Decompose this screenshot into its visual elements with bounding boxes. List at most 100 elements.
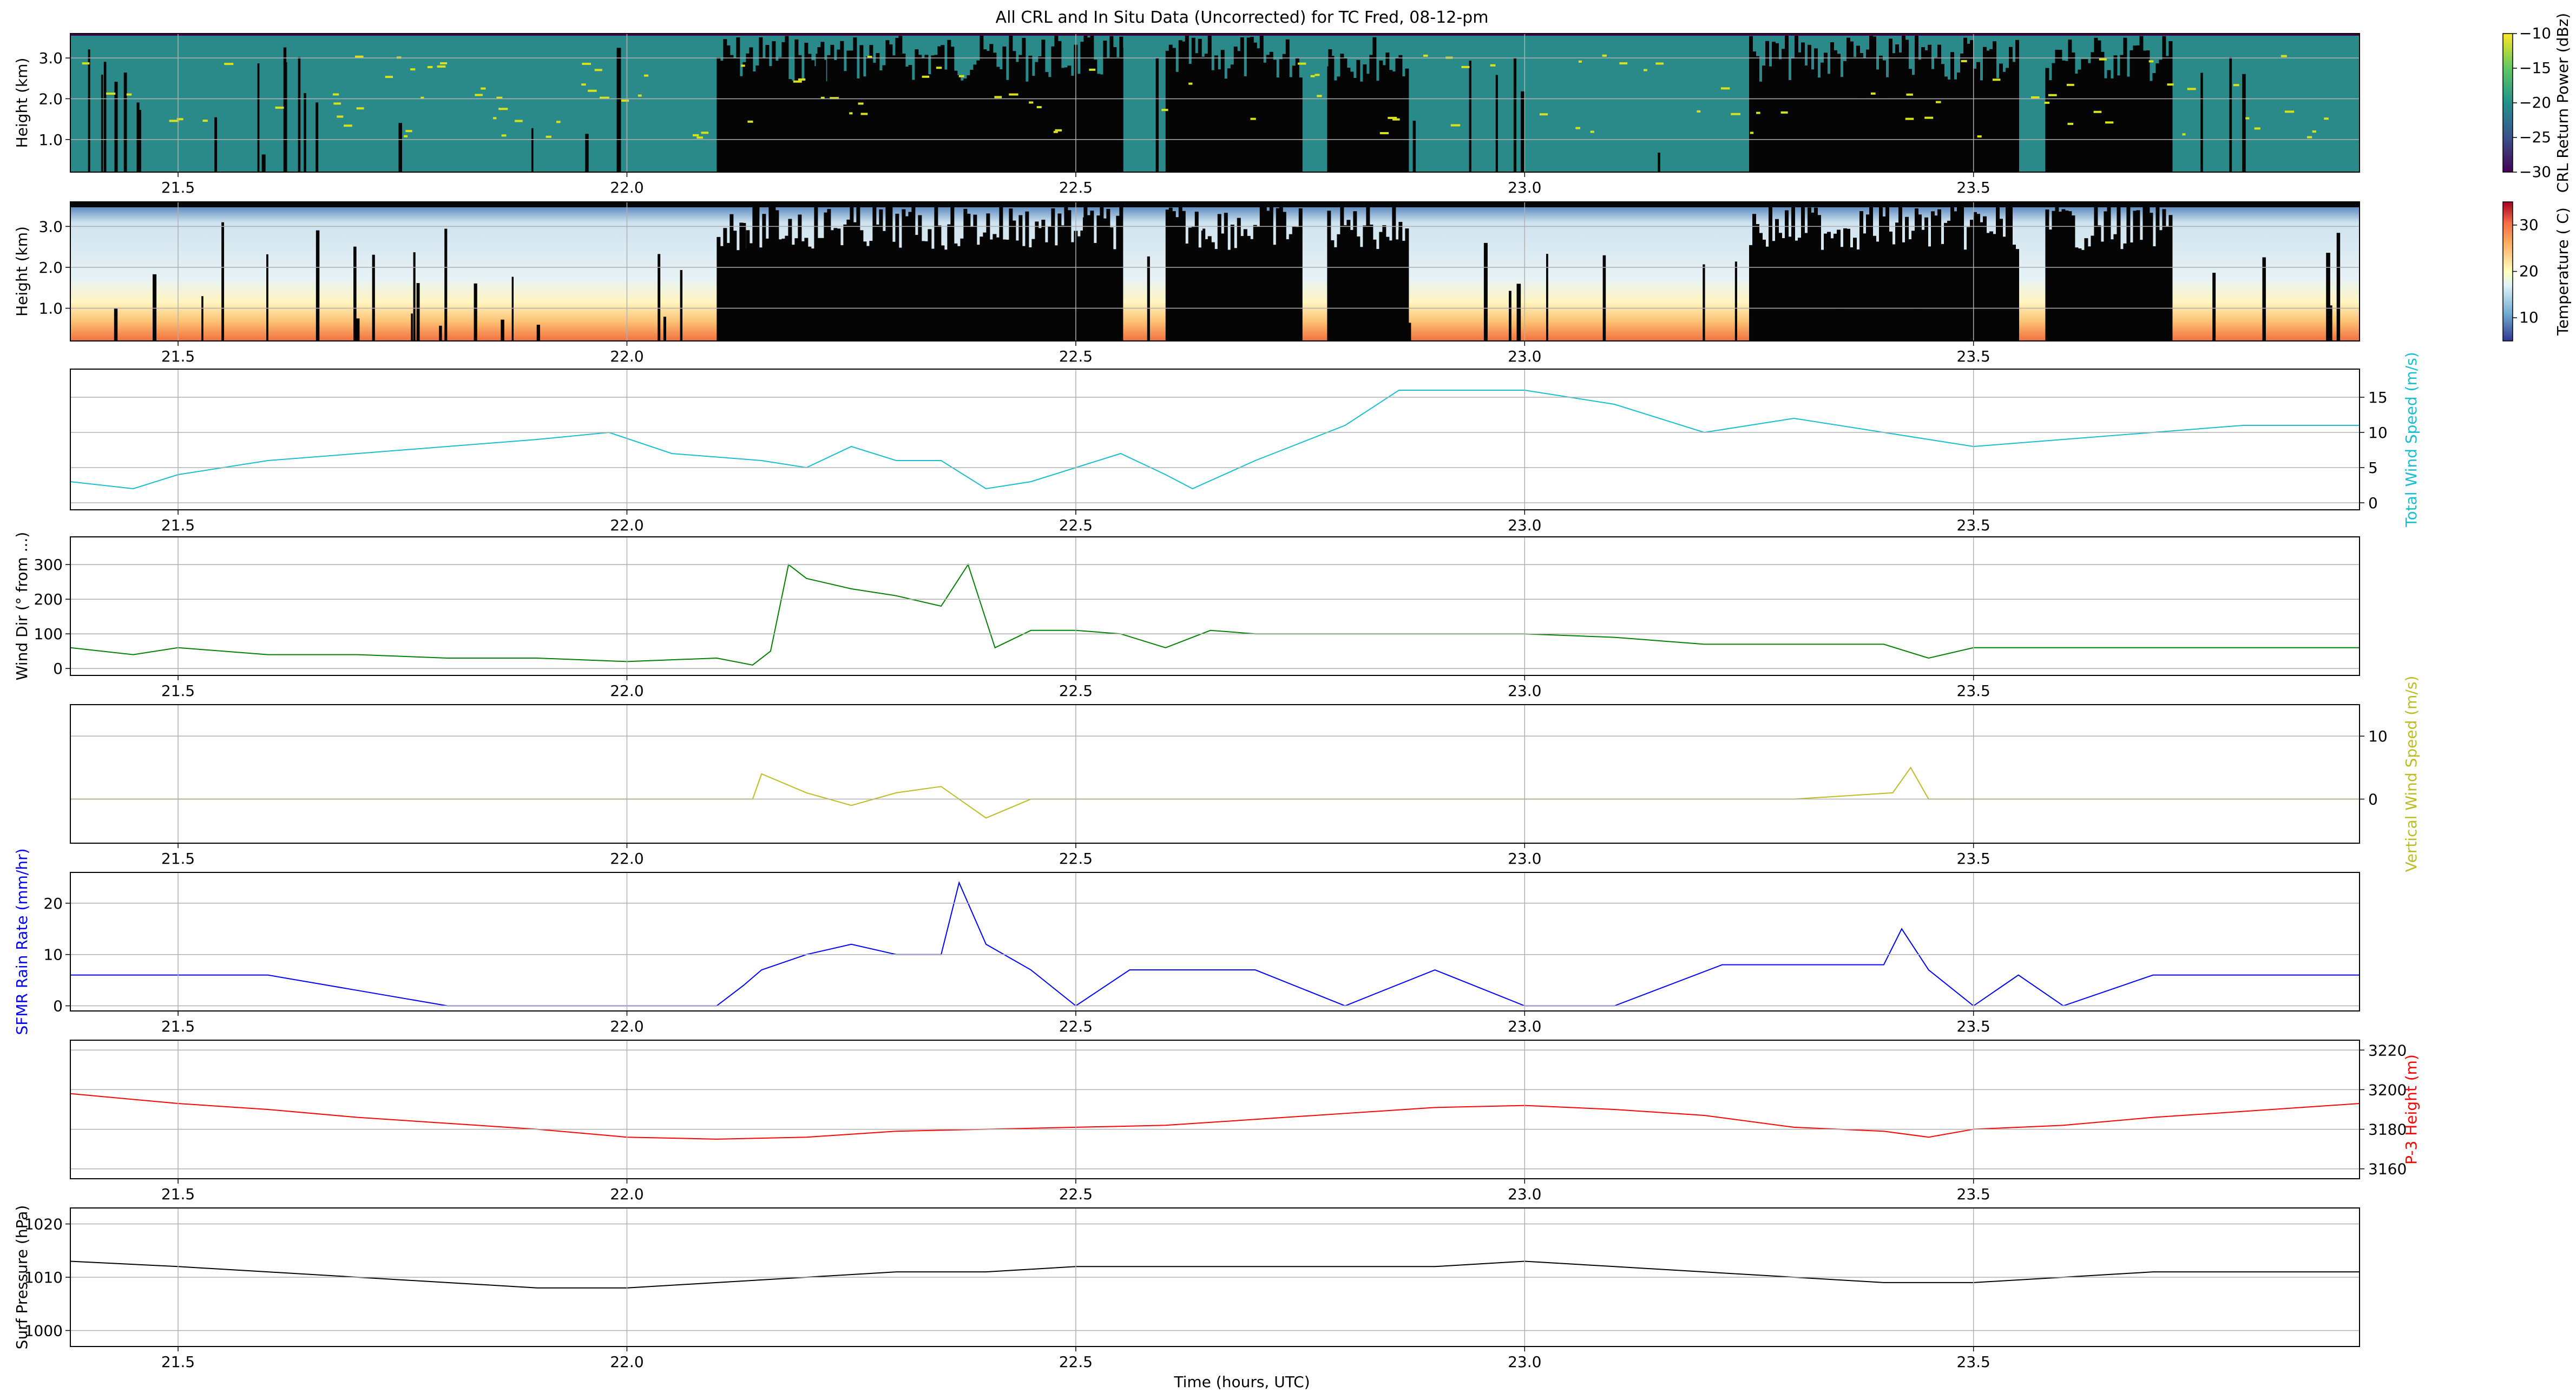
x-tick-label: 22.0	[610, 1017, 643, 1035]
panel-vertical_wind_speed: 21.5 22.0 22.5 23.0 23.5 0 10 Vertical Wind Spe…	[70, 676, 2420, 872]
series-line-p3_height	[70, 1093, 2360, 1140]
x-tick-label: 22.5	[1059, 516, 1093, 534]
panel-crl_temperature: 30 20 10 Temperature ( C) 21.5 22.0 22.5 23.0 23…	[13, 201, 2572, 365]
y-tick-label: 100	[34, 625, 63, 643]
x-tick-label: 22.5	[1059, 1017, 1093, 1035]
y-tick-label: 0	[2368, 494, 2378, 512]
y-tick-label: 1.0	[38, 131, 63, 149]
grid	[70, 1040, 2360, 1179]
colorbar-label: Temperature ( C)	[2554, 207, 2572, 336]
x-tick-label: 21.5	[161, 1353, 195, 1371]
y-tick-label: 20	[43, 895, 63, 912]
y-tick-label: 0	[2368, 791, 2378, 809]
y-axis-label: Height (km)	[13, 226, 31, 317]
heatmap-crl_temperature	[70, 202, 2360, 341]
x-tick-label: 23.5	[1957, 1017, 1990, 1035]
x-tick-label: 21.5	[161, 1185, 195, 1203]
y-tick-label: 2.0	[38, 259, 63, 277]
grid	[70, 369, 2360, 510]
y-tick-label: 300	[34, 556, 63, 574]
y-tick-label: 1.0	[38, 300, 63, 318]
grid	[70, 705, 2360, 843]
grid	[70, 34, 2360, 172]
x-tick-label: 22.0	[610, 1185, 643, 1203]
grid	[70, 202, 2360, 341]
x-tick-label: 23.0	[1508, 179, 1541, 196]
axes-frame	[70, 369, 2360, 510]
x-tick-label: 23.5	[1957, 682, 1990, 700]
colorbar-tick-label: −25	[2519, 128, 2551, 146]
x-tick-label: 23.0	[1508, 1353, 1541, 1371]
y-axis-label: Surf Pressure (hPa)	[13, 1205, 31, 1350]
x-tick-label: 21.5	[161, 179, 195, 196]
panel-sfmr_rain_rate: 21.5 22.0 22.5 23.0 23.5 0 10 20 SFMR Rain Rate …	[13, 848, 2360, 1035]
x-tick-label: 23.5	[1957, 1185, 1990, 1203]
x-tick-label: 21.5	[161, 682, 195, 700]
y-tick-label: 3220	[2368, 1041, 2407, 1059]
series-line-vertical_wind_speed	[70, 766, 2360, 819]
series-line-total_wind_speed	[70, 390, 2360, 490]
colorbar-tick-label: 10	[2519, 308, 2539, 326]
x-tick-label: 21.5	[161, 1017, 195, 1035]
axes-frame	[70, 872, 2360, 1012]
x-tick-label: 22.5	[1059, 347, 1093, 365]
panel-crl_power: −10 −15 −20 −25 −30 CRL Return Power (dBz) 21.…	[13, 13, 2572, 196]
grid	[70, 537, 2360, 675]
x-tick-label: 22.0	[610, 850, 643, 868]
colorbar-tick-label: −15	[2519, 59, 2551, 77]
x-tick-label: 22.0	[610, 179, 643, 196]
panel-total_wind_speed: 21.5 22.0 22.5 23.0 23.5 0 5 10 15 Total Wind Spe…	[70, 352, 2420, 534]
axes-frame	[70, 201, 2360, 341]
colorbar-tick-label: 20	[2519, 262, 2539, 280]
x-tick-label: 23.0	[1508, 682, 1541, 700]
x-tick-label: 23.0	[1508, 1185, 1541, 1203]
x-tick-label: 23.0	[1508, 347, 1541, 365]
y-axis-label: Wind Dir (° from ...)	[13, 532, 31, 681]
colorbar-tick-label: −10	[2519, 24, 2551, 42]
colorbar-label: CRL Return Power (dBz)	[2554, 13, 2572, 193]
heatmap-crl_power	[70, 34, 2360, 172]
y-axis-label: P-3 Height (m)	[2402, 1054, 2420, 1165]
panel-p3_height: 21.5 22.0 22.5 23.0 23.5 3160 3180 3200 3220P-3 …	[70, 1040, 2420, 1203]
series-line-sfmr_rain_rate	[70, 881, 2360, 1007]
x-tick-label: 22.0	[610, 516, 643, 534]
x-tick-label: 22.0	[610, 682, 643, 700]
y-tick-label: 1000	[24, 1322, 63, 1339]
x-tick-label: 23.5	[1957, 516, 1990, 534]
y-tick-label: 3.0	[38, 49, 63, 67]
x-tick-label: 21.5	[161, 516, 195, 534]
colorbar-tick-label: −20	[2519, 94, 2551, 111]
axes-frame	[70, 704, 2360, 844]
y-tick-label: 3180	[2368, 1121, 2407, 1139]
y-tick-label: 5	[2368, 459, 2378, 477]
x-tick-label: 23.0	[1508, 1017, 1541, 1035]
x-tick-label: 22.5	[1059, 179, 1093, 196]
figure-title: All CRL and In Situ Data (Uncorrected) f…	[996, 8, 1489, 27]
x-tick-label: 22.5	[1059, 682, 1093, 700]
y-axis-label: SFMR Rain Rate (mm/hr)	[13, 848, 31, 1035]
x-tick-label: 23.5	[1957, 347, 1990, 365]
y-axis-label: Height (km)	[13, 58, 31, 148]
y-tick-label: 1020	[24, 1216, 63, 1233]
x-tick-label: 21.5	[161, 347, 195, 365]
y-tick-label: 15	[2368, 389, 2388, 406]
y-tick-label: 0	[53, 660, 63, 678]
y-axis-label: Total Wind Speed (m/s)	[2402, 352, 2420, 527]
x-tick-label: 22.5	[1059, 1185, 1093, 1203]
y-tick-label: 10	[2368, 424, 2388, 442]
y-tick-label: 200	[34, 590, 63, 608]
axes-frame	[70, 536, 2360, 676]
x-tick-label: 21.5	[161, 850, 195, 868]
colorbar-crl_temperature: 30 20 10 Temperature ( C)	[2502, 201, 2572, 341]
series-line-surface_pressure	[70, 1260, 2360, 1289]
x-tick-label: 22.0	[610, 347, 643, 365]
x-tick-label: 22.5	[1059, 1353, 1093, 1371]
axes-frame	[70, 1040, 2360, 1179]
grid	[70, 1208, 2360, 1347]
y-tick-label: 3.0	[38, 218, 63, 235]
y-tick-label: 0	[53, 997, 63, 1015]
y-tick-label: 10	[43, 946, 63, 964]
y-tick-label: 2.0	[38, 90, 63, 108]
x-tick-label: 23.5	[1957, 179, 1990, 196]
